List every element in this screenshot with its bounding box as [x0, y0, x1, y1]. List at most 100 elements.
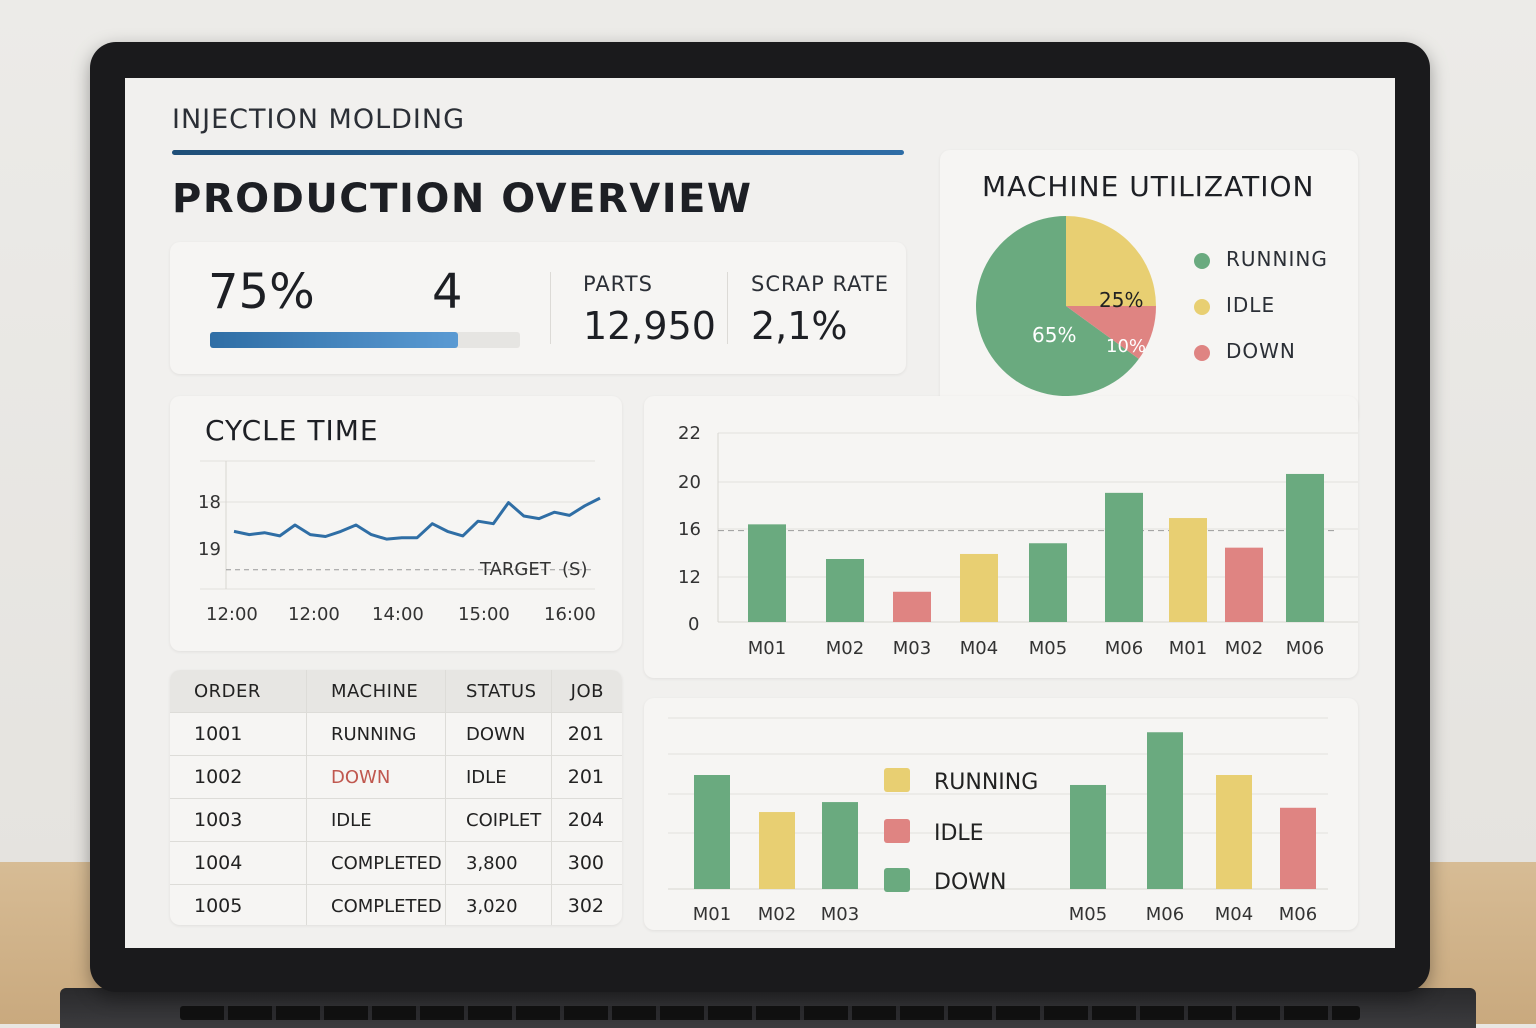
- pie-slice-idle[interactable]: [1066, 216, 1156, 306]
- kpi-divider: [550, 272, 551, 344]
- table-header-row: ORDER MACHINE STATUS JOB: [170, 670, 622, 713]
- legend-down-label: DOWN: [934, 870, 1006, 895]
- scrap-rate-value: 2,1%: [751, 304, 848, 348]
- table-row[interactable]: 1001 RUNNING DOWN 201: [170, 712, 622, 756]
- status-bar-card: M01 M02 M03 M05 M06 M04 M06 RUNNING IDLE DOWN: [644, 698, 1358, 930]
- parts-value: 12,950: [583, 304, 716, 348]
- bar-m06[interactable]: [1147, 732, 1183, 889]
- y-tick-label: 12: [678, 567, 701, 588]
- status-cell: COIPLET: [445, 798, 552, 842]
- bar-m04[interactable]: [1216, 775, 1252, 889]
- machine-cell: DOWN: [306, 755, 446, 799]
- pie-label-running: 65%: [1032, 323, 1076, 347]
- y-tick-label: 0: [688, 614, 699, 635]
- machines-count: 4: [432, 264, 463, 320]
- y-tick-label: 16: [678, 519, 701, 540]
- x-tick-label: M01: [1169, 638, 1207, 659]
- x-tick-label: M06: [1279, 904, 1317, 925]
- bar-m06[interactable]: [1286, 473, 1324, 622]
- legend-running-dot: [1194, 253, 1210, 269]
- bar-m03[interactable]: [893, 591, 931, 622]
- y-tick-label: 22: [678, 423, 701, 444]
- legend-swatch-running: [884, 768, 910, 792]
- machine-utilization-title: MACHINE UTILIZATION: [982, 170, 1315, 203]
- laptop-keyboard: [180, 1006, 1360, 1020]
- orders-table-card: ORDER MACHINE STATUS JOB 1001 RUNNING DO…: [170, 670, 622, 925]
- legend-down-dot: [1194, 345, 1210, 361]
- app-title: INJECTION MOLDING: [172, 104, 465, 135]
- bar-m05[interactable]: [1029, 543, 1067, 622]
- title-underline: [172, 150, 904, 155]
- job-cell: 300: [551, 841, 622, 885]
- legend-running-label: RUNNING: [934, 770, 1038, 795]
- bar-m02[interactable]: [1225, 547, 1263, 622]
- page-title: PRODUCTION OVERVIEW: [172, 176, 753, 222]
- bar-m01[interactable]: [748, 524, 786, 622]
- table-row[interactable]: 1003 IDLE COIPLET 204: [170, 798, 622, 842]
- bar-m02[interactable]: [826, 559, 864, 622]
- column-header-order[interactable]: ORDER: [170, 670, 307, 713]
- bar-m01[interactable]: [694, 775, 730, 889]
- pie-label-down: 10%: [1106, 336, 1146, 357]
- pie-slice-down[interactable]: [1066, 306, 1156, 359]
- x-tick-label: M01: [748, 638, 786, 659]
- column-header-status[interactable]: STATUS: [445, 670, 552, 713]
- bar-m05[interactable]: [1070, 784, 1106, 889]
- parts-label: PARTS: [583, 272, 653, 296]
- machine-cell: COMPLETED: [306, 884, 446, 925]
- order-cell: 1005: [170, 884, 307, 925]
- orders-table: ORDER MACHINE STATUS JOB 1001 RUNNING DO…: [170, 670, 622, 925]
- bar-m03[interactable]: [822, 802, 858, 889]
- table-row[interactable]: 1004 COMPLETED 3,800 300: [170, 841, 622, 885]
- x-tick-label: 12:00: [206, 604, 258, 625]
- job-cell: 201: [551, 712, 622, 756]
- order-cell: 1004: [170, 841, 307, 885]
- status-cell: DOWN: [445, 712, 552, 756]
- bar-m01[interactable]: [1169, 518, 1207, 622]
- bar-m06[interactable]: [1280, 807, 1316, 889]
- cycle-time-chart: 18 19 TARGET (S) 12:00 12:00 14:00 15:00…: [198, 460, 601, 625]
- machine-output-bar-chart: 22 20 16 12 0 M01 M02 M03 M04 M05 M06 M01 M02 M0…: [678, 423, 1358, 659]
- pie-label-idle: 25%: [1099, 288, 1143, 312]
- kpi-card: 75% 4 PARTS 12,950 SCRAP RATE 2,1%: [170, 242, 906, 374]
- job-cell: 201: [551, 755, 622, 799]
- legend-idle-label: IDLE: [1226, 293, 1276, 317]
- utilization-progress-fill: [210, 332, 458, 348]
- column-header-job[interactable]: JOB: [551, 670, 622, 713]
- x-tick-label: M05: [1069, 904, 1107, 925]
- machine-utilization-card: MACHINE UTILIZATION 65% 25% 10% RUNNING …: [940, 150, 1358, 425]
- pie-slice-running[interactable]: [976, 216, 1139, 396]
- order-cell: 1001: [170, 712, 307, 756]
- x-tick-label: M06: [1146, 904, 1184, 925]
- legend-swatch-down: [884, 868, 910, 892]
- bar-series: M01 M02 M03 M05 M06 M04 M06: [693, 732, 1317, 925]
- cycle-time-series-line: [233, 496, 601, 541]
- target-label: TARGET: [479, 559, 552, 580]
- utilization-pie-chart: 65% 25% 10%: [976, 216, 1156, 396]
- x-tick-label: 14:00: [372, 604, 424, 625]
- y-tick-label: 20: [678, 472, 701, 493]
- x-tick-label: M04: [960, 638, 998, 659]
- utilization-progress-bar: [210, 332, 520, 348]
- order-cell: 1003: [170, 798, 307, 842]
- x-tick-label: M03: [893, 638, 931, 659]
- legend-swatch-idle: [884, 819, 910, 843]
- table-row[interactable]: 1005 COMPLETED 3,020 302: [170, 884, 622, 925]
- x-tick-label: M04: [1215, 904, 1253, 925]
- job-cell: 204: [551, 798, 622, 842]
- dashboard-screen: INJECTION MOLDING PRODUCTION OVERVIEW 75…: [125, 78, 1395, 948]
- status-bar-chart: M01 M02 M03 M05 M06 M04 M06 RUNNING IDLE DOWN: [668, 717, 1328, 925]
- x-tick-label: M02: [758, 904, 796, 925]
- kpi-divider: [727, 272, 728, 344]
- status-cell: IDLE: [445, 755, 552, 799]
- unit-label: (S): [562, 559, 587, 580]
- bar-m04[interactable]: [960, 553, 998, 622]
- y-tick-label: 18: [198, 492, 221, 513]
- bar-m02[interactable]: [759, 812, 795, 889]
- table-row[interactable]: 1002 DOWN IDLE 201: [170, 755, 622, 799]
- column-header-machine[interactable]: MACHINE: [306, 670, 446, 713]
- x-tick-label: M02: [1225, 638, 1263, 659]
- status-cell: 3,020: [445, 884, 552, 925]
- job-cell: 302: [551, 884, 622, 925]
- bar-m06[interactable]: [1105, 492, 1143, 622]
